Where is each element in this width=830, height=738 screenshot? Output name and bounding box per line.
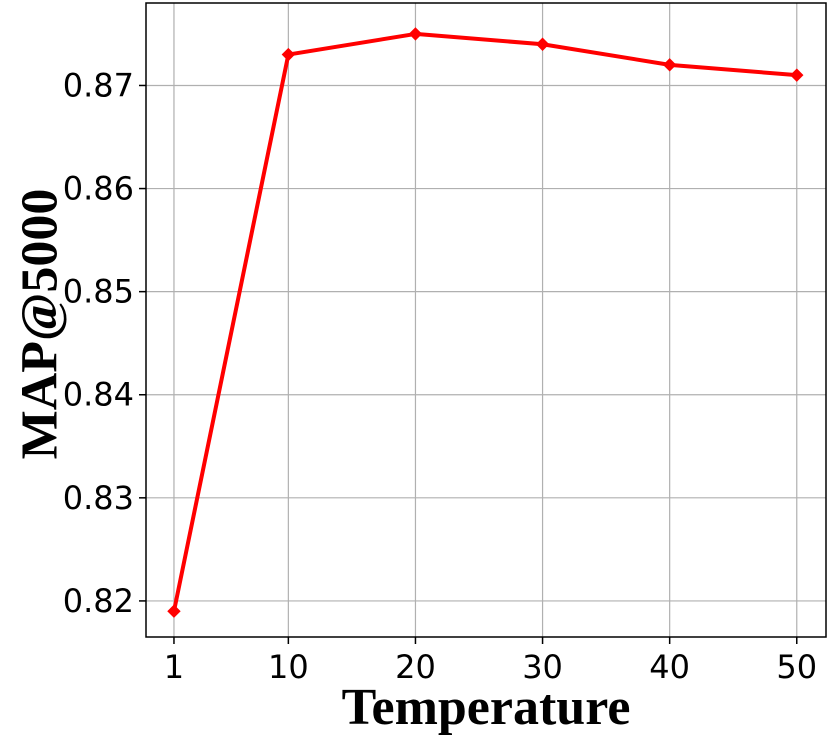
x-tick-label: 40	[649, 648, 690, 686]
x-axis-title: Temperature	[342, 679, 631, 736]
data-point	[281, 47, 296, 62]
y-tick-label: 0.83	[63, 479, 134, 517]
x-tick-label: 20	[395, 648, 436, 686]
x-tick-label: 1	[164, 648, 184, 686]
y-tick-label: 0.84	[63, 376, 134, 414]
y-tick-label: 0.82	[63, 582, 134, 620]
data-point	[662, 58, 677, 72]
y-tick-label: 0.87	[63, 66, 134, 104]
series-layer	[167, 27, 804, 618]
y-tick-label: 0.85	[63, 273, 134, 311]
series-line	[172, 31, 797, 612]
data-point	[408, 27, 423, 41]
y-tick-label: 0.86	[63, 170, 134, 208]
grid	[146, 3, 826, 637]
plot-frame	[145, 2, 827, 638]
y-axis-title: MAP@5000	[12, 189, 69, 460]
x-tick-label: 30	[522, 648, 563, 686]
axis-ticks: 1 10 20 30 40 50 0.82 0.83 0.84 0.85 0.86 0.87	[63, 66, 817, 686]
x-tick-label: 10	[268, 648, 309, 686]
data-point	[167, 604, 181, 618]
data-point	[790, 68, 804, 82]
x-tick-label: 50	[776, 648, 817, 686]
data-point	[535, 37, 550, 51]
